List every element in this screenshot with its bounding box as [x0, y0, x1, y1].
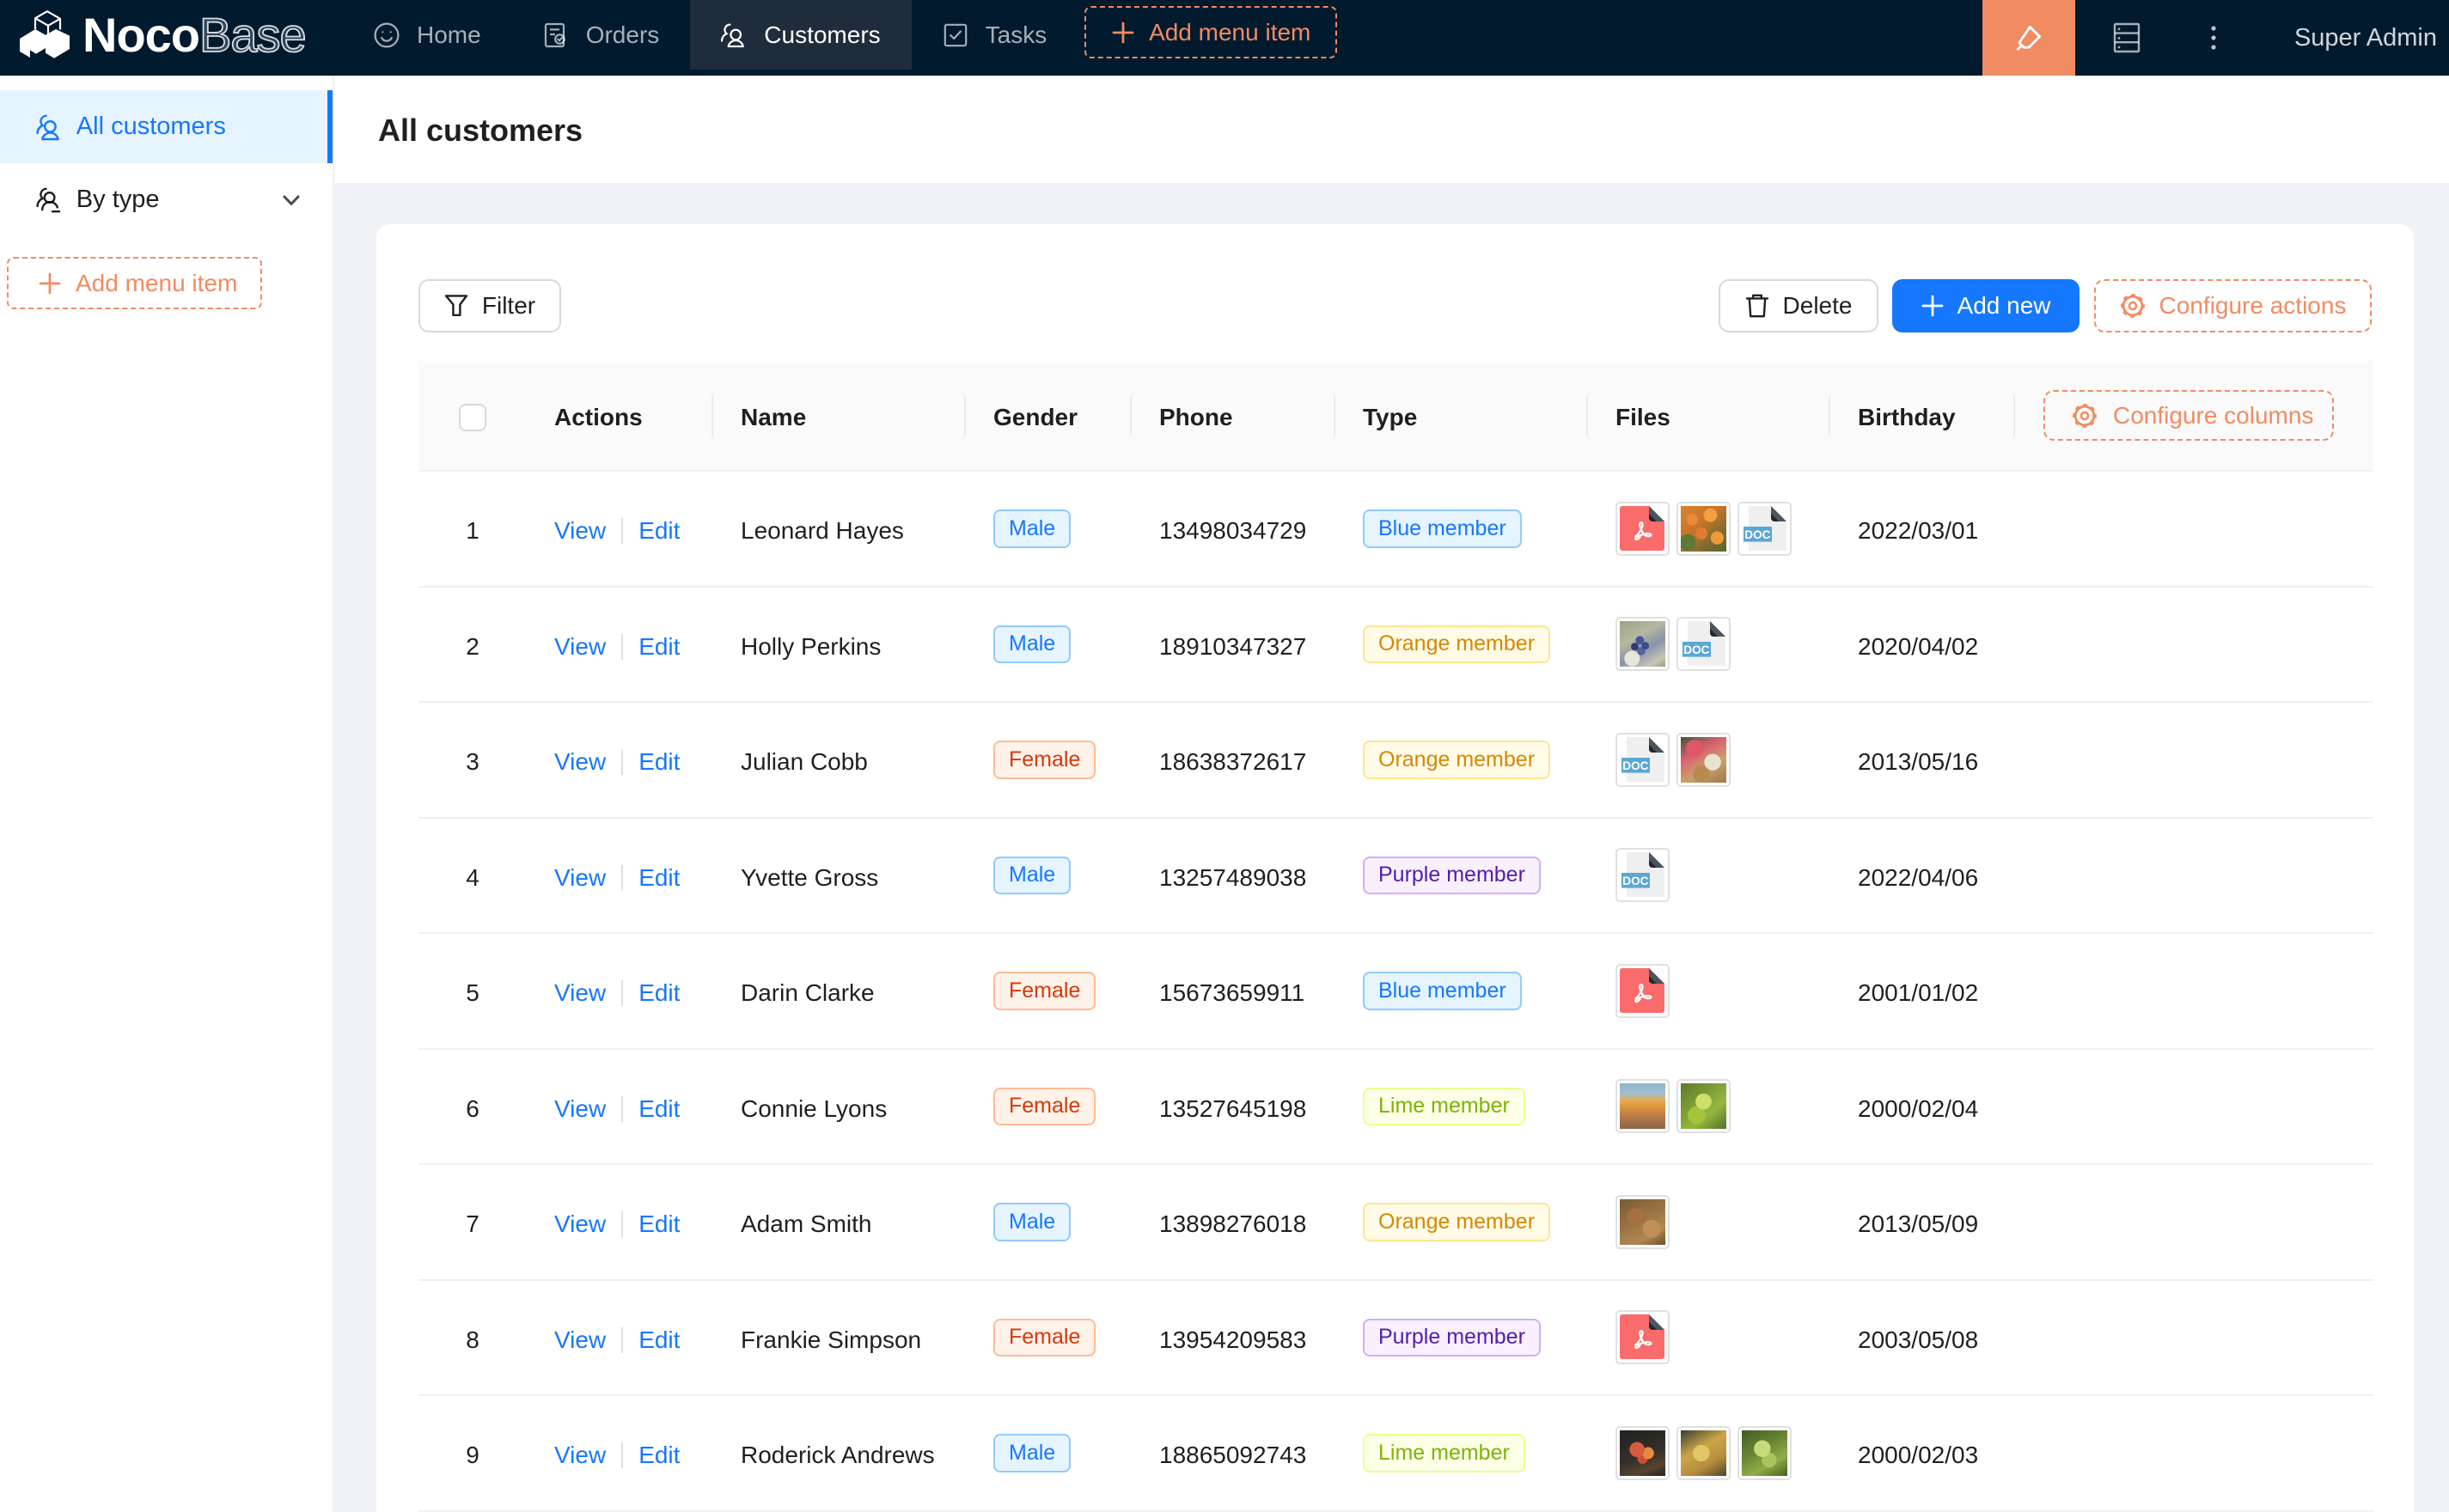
svg-text:DOC: DOC	[1683, 643, 1709, 656]
svg-text:DOC: DOC	[1744, 528, 1770, 541]
svg-text:DOC: DOC	[1622, 759, 1648, 772]
svg-text:DOC: DOC	[1622, 875, 1648, 887]
